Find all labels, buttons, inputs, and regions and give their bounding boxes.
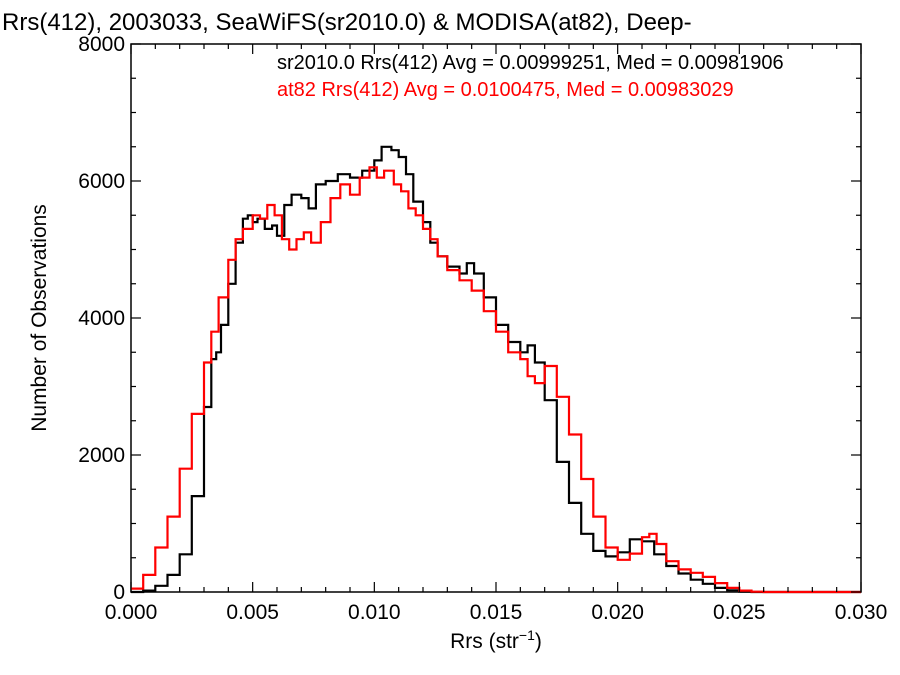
y-tick-label: 8000 <box>78 33 125 56</box>
series-layer <box>131 145 861 594</box>
y-tick-label: 0 <box>113 581 125 604</box>
series-line-1 <box>131 166 861 594</box>
x-tick-label: 0.010 <box>348 601 401 624</box>
x-tick-label: 0.005 <box>226 601 279 624</box>
axis-ticks <box>130 43 862 593</box>
x-tick-label: 0.025 <box>713 601 766 624</box>
x-tick-label: 0.000 <box>105 601 158 624</box>
y-tick-label: 4000 <box>78 307 125 330</box>
chart-title: Rrs(412), 2003033, SeaWiFS(sr2010.0) & M… <box>2 9 692 36</box>
x-tick-label: 0.030 <box>835 601 888 624</box>
x-axis-title: Rrs (str−1) <box>450 627 542 653</box>
y-tick-label: 2000 <box>78 444 125 467</box>
legend-entry-sr2010: sr2010.0 Rrs(412) Avg = 0.00999251, Med … <box>277 52 784 74</box>
tick-labels: 0.000 0.005 0.010 0.015 0.020 0.025 0.030 0 2000… <box>78 33 887 624</box>
y-tick-label: 6000 <box>78 170 125 193</box>
x-tick-label: 0.015 <box>470 601 523 624</box>
series-line-0 <box>131 145 861 594</box>
x-tick-label: 0.020 <box>591 601 644 624</box>
legend-entry-at82: at82 Rrs(412) Avg = 0.0100475, Med = 0.0… <box>277 79 734 101</box>
y-axis-title: Number of Observations <box>28 204 51 432</box>
